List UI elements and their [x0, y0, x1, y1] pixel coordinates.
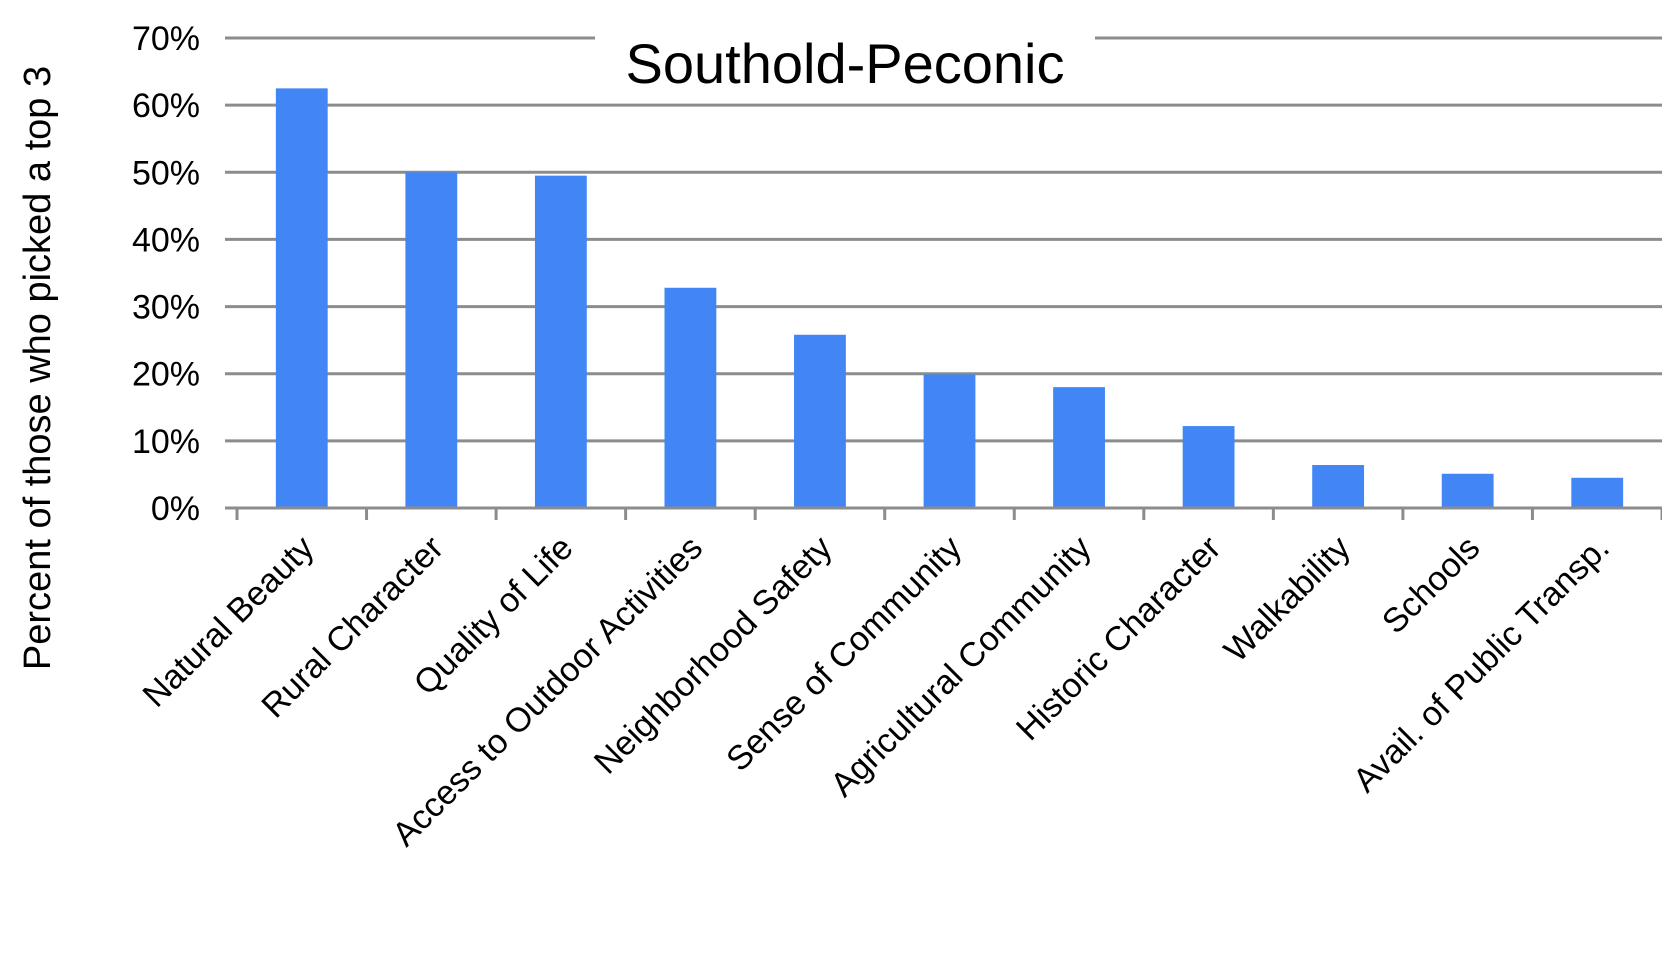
bar — [1571, 477, 1624, 508]
y-tick-label: 0% — [151, 490, 200, 528]
category-label: Neighborhood Safety — [587, 529, 840, 782]
y-tick-label: 60% — [132, 87, 200, 125]
category-label: Avail. of Public Transp. — [1346, 529, 1617, 800]
bar — [1053, 387, 1105, 508]
bar — [664, 287, 717, 508]
bar — [794, 334, 846, 508]
y-tick-label: 10% — [132, 423, 200, 461]
gridlines — [225, 36, 1662, 443]
chart-title: Southold-Peconic — [626, 32, 1065, 95]
bar — [534, 175, 587, 508]
category-label: Sense of Community — [719, 529, 969, 779]
chart-title-background — [595, 20, 1095, 100]
category-label: Walkability — [1217, 529, 1358, 670]
bar — [1441, 473, 1494, 508]
y-tick-label: 30% — [132, 289, 200, 327]
y-tick-label: 40% — [132, 221, 200, 259]
bar — [923, 374, 976, 508]
bar — [275, 88, 328, 508]
y-tick-label: 70% — [132, 20, 200, 58]
bar — [405, 172, 458, 509]
y-tick-label: 20% — [132, 356, 200, 394]
bars — [275, 88, 1624, 509]
y-tick-labels: 0% 10% 20% 30% 40% 50% 60% 70% — [132, 20, 200, 528]
bar — [1312, 465, 1365, 508]
bar — [1182, 426, 1235, 508]
category-label: Schools — [1375, 529, 1487, 641]
y-tick-label: 50% — [132, 154, 200, 192]
category-label: Agricultural Community — [823, 529, 1098, 804]
x-axis — [225, 506, 1662, 520]
y-axis-title: Percent of those who picked a top 3 — [17, 66, 59, 670]
